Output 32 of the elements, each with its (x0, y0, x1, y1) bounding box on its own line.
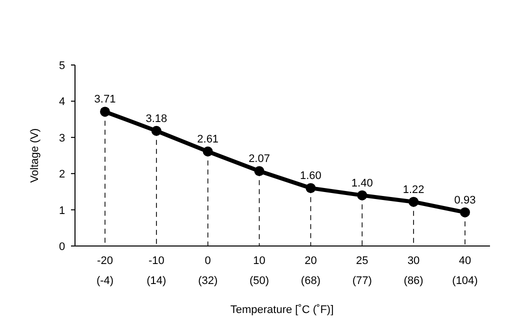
point (100, 106, 110, 117)
y-tick-label: 4 (58, 96, 66, 108)
y-tick-label: 0 (58, 241, 66, 253)
point (408, 196, 419, 207)
data-label: 3.71 (94, 94, 116, 106)
x-tick-label: -20 (-4) (96, 255, 114, 287)
point (151, 126, 162, 136)
point (202, 146, 213, 157)
data-label: 0.93 (454, 194, 476, 206)
y-tick-label: 5 (58, 60, 66, 72)
x-tick-label: 0 (32) (198, 255, 218, 287)
x-tick-label: 20 (68) (300, 255, 320, 287)
data-label: 1.60 (300, 170, 322, 182)
point (254, 166, 264, 176)
x-tick-label: 25 (77) (352, 255, 372, 287)
point (460, 207, 470, 218)
data-label: 1.40 (351, 177, 373, 190)
x-tick-label: 10 (50) (250, 255, 270, 287)
x-tick-label: -10 (14) (146, 255, 166, 287)
y-tick-label: 3 (58, 132, 66, 144)
x-tick-label: 30 (86) (404, 255, 424, 287)
y-tick-label: 1 (58, 204, 66, 217)
point (357, 190, 368, 200)
point (306, 183, 316, 194)
data-label: 2.07 (248, 153, 270, 166)
y-tick-label: 2 (58, 168, 66, 181)
x-axis-title: Temperature [˚C (˚F)] (230, 304, 334, 316)
data-label: 3.18 (146, 112, 168, 125)
data-label: 1.22 (402, 184, 424, 196)
data-label: 2.61 (197, 134, 219, 146)
y-axis-title: Voltage (V) (29, 128, 41, 183)
x-tick-label: 40 (104) (452, 255, 478, 287)
